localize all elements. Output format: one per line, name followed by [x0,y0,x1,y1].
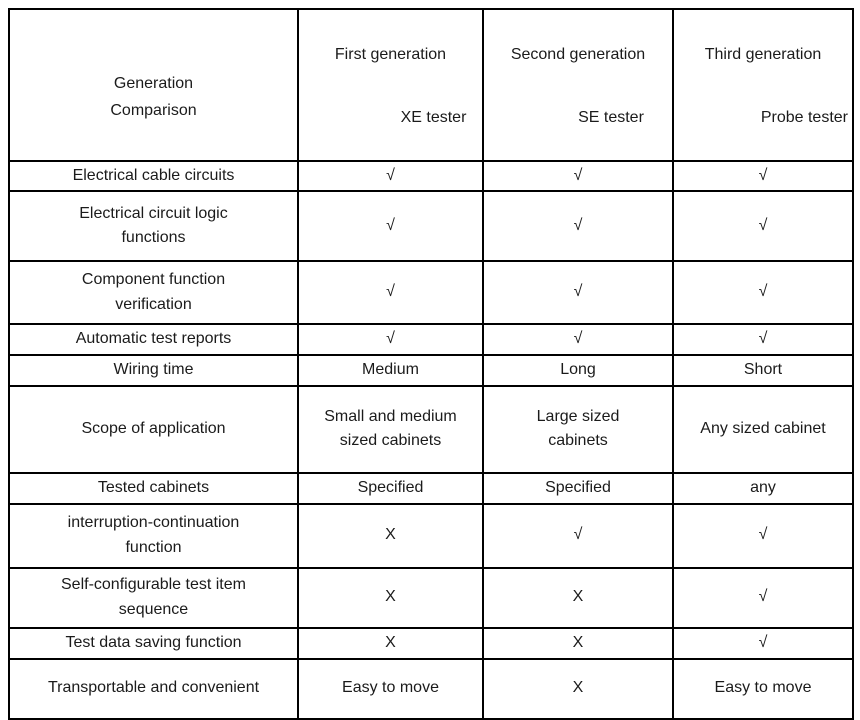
table-row: Wiring time Medium Long Short [8,354,854,387]
header-third-generation-cell: Third generation Probe tester [672,8,854,162]
table-row: Electrical cable circuits √ √ √ [8,159,854,193]
value-cell: Easy to move [297,657,484,720]
value-cell: √ [482,502,674,569]
value-cell: Specified [297,471,484,505]
value-cell: X [297,626,484,660]
value-cell: √ [297,190,484,263]
third-generation-label: Third generation [704,45,822,63]
row-label-component-function-verification: Component function verification [8,260,299,326]
generation-comparison-table: Generation Comparison First generation X… [8,8,854,720]
value-cell: Long [482,354,674,387]
se-tester-label: SE tester [578,108,644,126]
value-cell: √ [672,159,854,193]
header-row: Generation Comparison First generation X… [8,8,854,162]
value-cell: X [482,626,674,660]
header-second-generation-cell: Second generation SE tester [482,8,674,162]
value-cell: X [482,566,674,629]
table-row: Scope of application Small and medium si… [8,384,854,474]
row-label-interruption-continuation-function: interruption-continuation function [8,502,299,569]
value-cell: Medium [297,354,484,387]
value-cell: X [297,566,484,629]
value-cell: √ [672,502,854,569]
table-row: Transportable and convenient Easy to mov… [8,657,854,720]
value-cell: Large sized cabinets [482,384,674,474]
table-row: Self-configurable test item sequence X X… [8,566,854,629]
header-corner-title: Generation Comparison [110,74,197,119]
row-label-scope-of-application: Scope of application [8,384,299,474]
value-cell: Easy to move [672,657,854,720]
value-cell: √ [297,159,484,193]
xe-tester-label: XE tester [400,108,467,126]
probe-tester-label: Probe tester [760,108,848,126]
value-cell: √ [297,323,484,357]
second-generation-label: Second generation [510,45,646,63]
first-generation-label: First generation [334,45,447,63]
row-label-electrical-circuit-logic-functions: Electrical circuit logic functions [8,190,299,263]
value-cell: √ [672,190,854,263]
table-row: Automatic test reports √ √ √ [8,323,854,357]
value-cell: √ [297,260,484,326]
value-cell: √ [672,323,854,357]
value-cell: X [297,502,484,569]
value-cell: Small and medium sized cabinets [297,384,484,474]
row-label-self-configurable-test-item-sequence: Self-configurable test item sequence [8,566,299,629]
value-cell: √ [482,159,674,193]
value-cell: Any sized cabinet [672,384,854,474]
value-cell: any [672,471,854,505]
value-cell: √ [672,566,854,629]
value-cell: √ [482,260,674,326]
table-row: interruption-continuation function X √ √ [8,502,854,569]
row-label-electrical-cable-circuits: Electrical cable circuits [8,159,299,193]
row-label-transportable-and-convenient: Transportable and convenient [8,657,299,720]
row-label-wiring-time: Wiring time [8,354,299,387]
row-label-automatic-test-reports: Automatic test reports [8,323,299,357]
row-label-test-data-saving-function: Test data saving function [8,626,299,660]
row-label-tested-cabinets: Tested cabinets [8,471,299,505]
value-cell: √ [672,626,854,660]
table-row: Component function verification √ √ √ [8,260,854,326]
value-cell: √ [482,190,674,263]
table-row: Electrical circuit logic functions √ √ √ [8,190,854,263]
value-cell: √ [672,260,854,326]
table-row: Tested cabinets Specified Specified any [8,471,854,505]
value-cell: Specified [482,471,674,505]
value-cell: √ [482,323,674,357]
header-first-generation-cell: First generation XE tester [297,8,484,162]
value-cell: Short [672,354,854,387]
header-corner-cell: Generation Comparison [8,8,299,162]
value-cell: X [482,657,674,720]
table-row: Test data saving function X X √ [8,626,854,660]
